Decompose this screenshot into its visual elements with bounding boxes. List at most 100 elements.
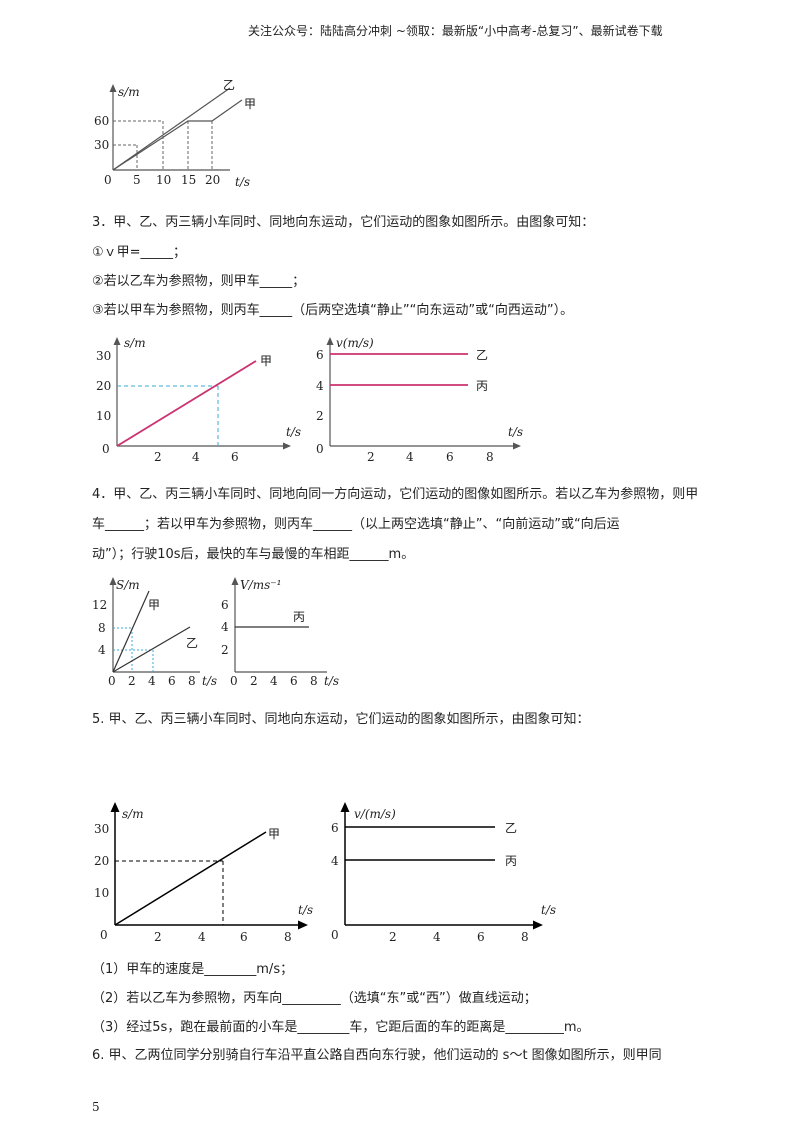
y-tick-4: 4 <box>221 620 229 634</box>
y-tick-0: 0 <box>102 442 110 456</box>
x-tick-4: 4 <box>198 930 206 944</box>
series-label-jia: 甲 <box>244 97 256 111</box>
y-axis-label: v(m/s) <box>336 336 374 350</box>
q6-stem: 6. 甲、乙两位同学分别骑自行车沿平直公路自西向东行驶，他们运动的 s～t 图像… <box>92 1048 662 1063</box>
x-tick-6: 6 <box>168 674 176 688</box>
y-axis-label: s/m <box>122 807 144 821</box>
q3-line-2: ②若以乙车为参照物，则甲车_____； <box>92 274 306 289</box>
q3-line-3: ③若以甲车为参照物，则丙车_____（后两空选填“静止”“向东运动”或“向西运动… <box>92 303 574 318</box>
y-tick-10: 10 <box>96 409 111 423</box>
y-tick-0: 0 <box>316 442 324 456</box>
x-tick-8: 8 <box>310 674 318 688</box>
x-tick-0: 0 <box>230 674 238 688</box>
x-tick-4: 4 <box>148 674 156 688</box>
y-tick-2: 2 <box>316 409 324 423</box>
figure-1-st-graph: s/m 60 30 0 5 10 15 20 t/s 乙 甲 <box>94 78 256 189</box>
y-tick-10: 10 <box>94 886 109 900</box>
x-axis-label: t/s <box>541 903 556 917</box>
x-tick-6: 6 <box>240 930 248 944</box>
y-axis-label: s/m <box>124 336 146 350</box>
x-tick-20: 20 <box>205 173 220 187</box>
y-axis-label: v/(m/s) <box>354 807 396 821</box>
y-axis-label: S/m <box>116 578 140 592</box>
x-tick-2: 2 <box>250 674 258 688</box>
series-label-yi: 乙 <box>476 348 488 362</box>
header-banner: 关注公众号：陆陆高分冲刺 ~领取：最新版“小中高考-总复习”、最新试卷下载 <box>248 24 663 38</box>
y-tick-4: 4 <box>331 854 339 868</box>
series-label-jia: 甲 <box>260 354 272 368</box>
series-label-jia: 甲 <box>268 827 280 841</box>
y-tick-20: 20 <box>94 854 109 868</box>
x-axis-label: t/s <box>286 425 301 439</box>
y-axis-label: V/ms⁻¹ <box>240 578 281 592</box>
page-number: 5 <box>92 1100 100 1114</box>
x-axis-label: t/s <box>508 425 523 439</box>
x-tick-4: 4 <box>433 930 441 944</box>
series-line-jia <box>112 99 243 171</box>
series-label-bing: 丙 <box>293 610 305 624</box>
q3-left-st-graph: s/m 30 20 10 0 2 4 6 t/s 甲 <box>96 336 301 464</box>
x-tick-8: 8 <box>486 450 494 464</box>
x-tick-8: 8 <box>284 930 292 944</box>
q4-line-3: 动”）；行驶10s后，最快的车与最慢的车相距______m。 <box>92 547 415 562</box>
series-line-yi <box>112 626 191 673</box>
y-tick-6: 6 <box>221 598 229 612</box>
series-label-jia: 甲 <box>148 598 160 612</box>
x-tick-2: 2 <box>128 674 136 688</box>
x-tick-6: 6 <box>290 674 298 688</box>
x-tick-2: 2 <box>154 450 162 464</box>
series-label-yi: 乙 <box>505 821 517 835</box>
series-line-yi <box>112 87 231 171</box>
q3-right-vt-graph: v(m/s) 6 4 2 0 2 4 6 8 t/s 乙 丙 <box>316 336 523 464</box>
q4-line-2: 车______；若以甲车为参照物，则丙车______（以上两空选填“静止”、“向… <box>92 517 620 532</box>
x-tick-2: 2 <box>367 450 375 464</box>
series-label-yi: 乙 <box>223 78 235 92</box>
x-tick-5: 5 <box>133 173 141 187</box>
x-tick-4: 4 <box>270 674 278 688</box>
x-tick-8: 8 <box>188 674 196 688</box>
q5-right-vt-graph: v/(m/s) 6 4 0 2 4 6 8 t/s 乙 丙 <box>331 802 556 944</box>
q5-part-2: （2）若以乙车为参照物，丙车向_________（选填“东”或“西”）做直线运动… <box>92 991 537 1006</box>
y-tick-2: 2 <box>221 643 229 657</box>
series-label-yi: 乙 <box>186 636 198 650</box>
y-tick-60: 60 <box>94 114 109 128</box>
y-tick-4: 4 <box>98 643 106 657</box>
series-line-jia <box>112 590 150 673</box>
series-label-bing: 丙 <box>505 854 517 868</box>
y-tick-30: 30 <box>94 822 109 836</box>
x-tick-15: 15 <box>181 173 196 187</box>
x-tick-2: 2 <box>154 930 162 944</box>
y-tick-4: 4 <box>316 379 324 393</box>
q4-left-st-graph: S/m 12 8 4 0 2 4 6 8 t/s 甲 乙 <box>92 577 217 688</box>
y-axis-label: s/m <box>118 85 140 99</box>
axes <box>109 84 230 171</box>
y-tick-12: 12 <box>92 598 107 612</box>
y-tick-0: 0 <box>100 928 108 942</box>
x-tick-10: 10 <box>156 173 171 187</box>
x-tick-6: 6 <box>477 930 485 944</box>
y-tick-0: 0 <box>331 928 339 942</box>
q3-line-1: ①ｖ甲=_____； <box>92 245 187 260</box>
x-axis-label: t/s <box>298 903 313 917</box>
y-tick-30: 30 <box>96 349 111 363</box>
y-tick-30: 30 <box>94 138 109 152</box>
x-tick-6: 6 <box>231 450 239 464</box>
series-label-bing: 丙 <box>476 379 488 393</box>
x-axis-label: t/s <box>202 674 217 688</box>
x-tick-4: 4 <box>192 450 200 464</box>
q3-stem: 3．甲、乙、丙三辆小车同时、同地向东运动，它们运动的图象如图所示。由图象可知： <box>92 215 595 230</box>
y-tick-20: 20 <box>96 379 111 393</box>
y-tick-6: 6 <box>331 821 339 835</box>
q5-part-1: （1）甲车的速度是________m/s； <box>92 962 294 977</box>
q4-line-1: 4．甲、乙、丙三辆小车同时、同地向同一方向运动，它们运动的图像如图所示。若以乙车… <box>92 487 699 502</box>
x-axis-label: t/s <box>235 175 250 189</box>
x-tick-8: 8 <box>521 930 529 944</box>
y-tick-6: 6 <box>316 348 324 362</box>
series-line-jia <box>116 360 257 447</box>
y-tick-8: 8 <box>98 621 106 635</box>
q4-right-vt-graph: V/ms⁻¹ 6 4 2 0 2 4 6 8 t/s 丙 <box>221 577 339 688</box>
q5-part-3: （3）经过5s，跑在最前面的小车是________车，它距后面的车的距离是___… <box>92 1020 590 1035</box>
q5-left-st-graph: s/m 30 20 10 0 2 4 6 8 t/s 甲 <box>94 802 313 944</box>
q5-stem: 5. 甲、乙、丙三辆小车同时、同地向东运动，它们运动的图象如图所示，由图象可知： <box>92 712 590 727</box>
guide-lines <box>113 120 213 170</box>
